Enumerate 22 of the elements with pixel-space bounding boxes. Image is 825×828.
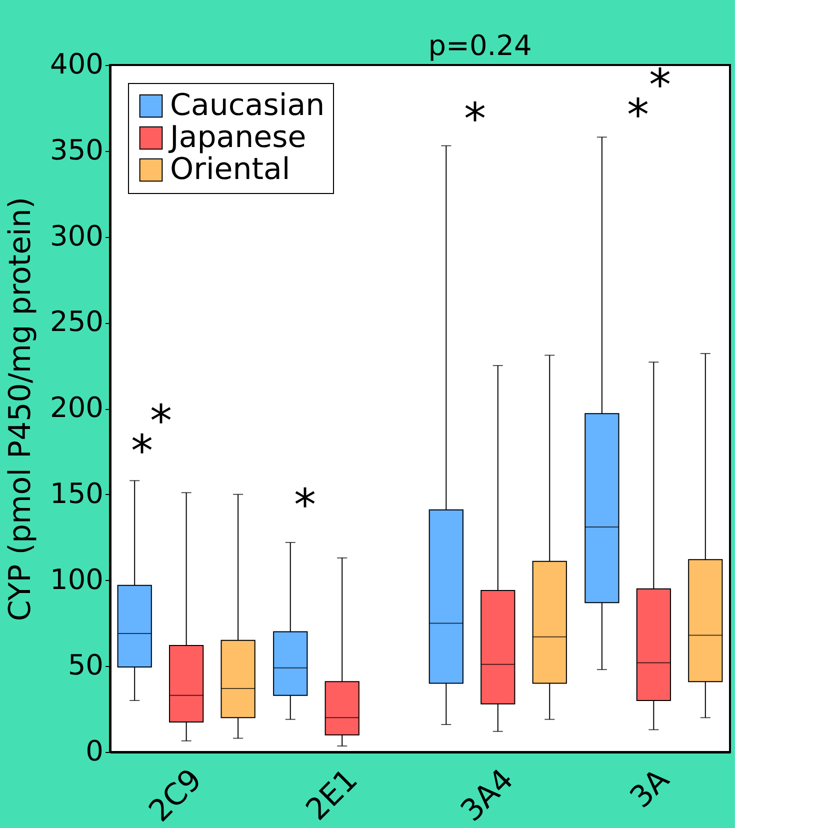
y-tick-label: 150 xyxy=(50,476,104,510)
text: p=0.24 xyxy=(428,29,532,62)
y-tick-label: 50 xyxy=(68,648,104,682)
annotation: * xyxy=(131,426,153,477)
x-tick-label: 2E1 xyxy=(300,762,365,828)
annotation: * xyxy=(649,60,671,111)
y-tick-label: 250 xyxy=(50,305,104,338)
y-tick-label: 100 xyxy=(50,562,104,596)
y-tick-label: 350 xyxy=(50,133,104,166)
y-axis-title: CYP (pmol P450/mg protein) xyxy=(3,196,38,622)
annotation: * xyxy=(294,480,316,531)
annotation: * xyxy=(150,396,172,447)
x-tick-label: 3A xyxy=(624,762,677,816)
y-tick-label: 400 xyxy=(50,48,104,80)
y-tick-label: 200 xyxy=(50,391,104,424)
legend-label: Oriental xyxy=(170,152,290,187)
annotation: * xyxy=(464,94,486,145)
legend-label: Japanese xyxy=(168,120,306,155)
y-tick-label: 0 xyxy=(86,734,104,768)
legend-label: Caucasian xyxy=(170,88,325,123)
annotation: * xyxy=(627,90,649,141)
y-tick-label: 300 xyxy=(50,219,104,252)
